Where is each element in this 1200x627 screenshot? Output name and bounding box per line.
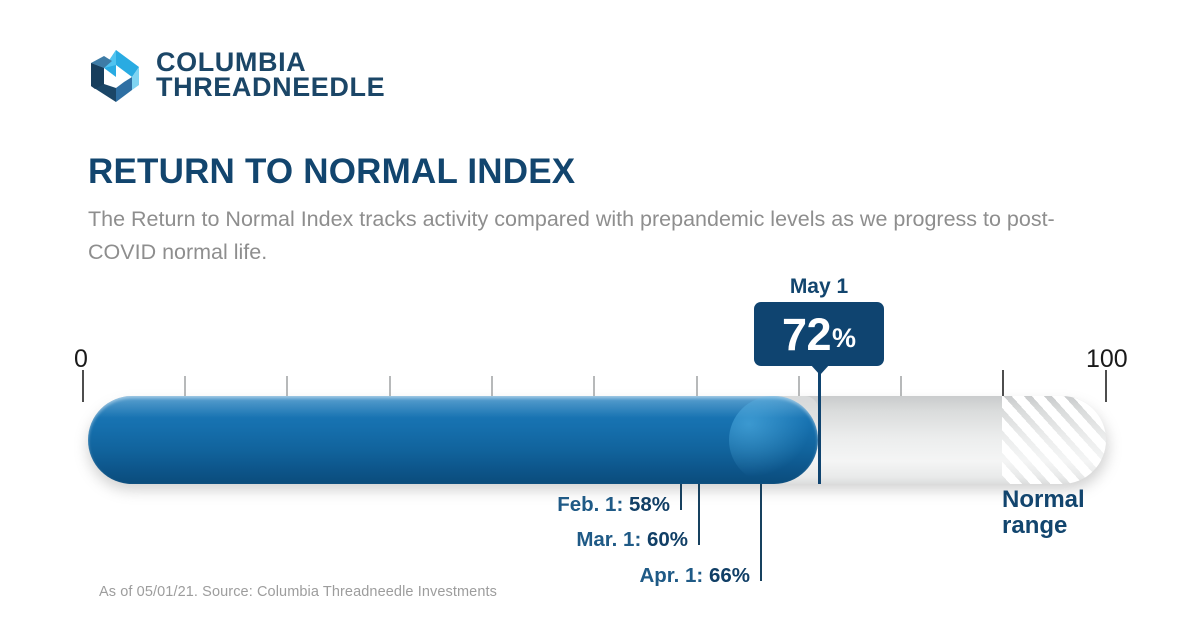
axis-max-label: 100 [1086,345,1128,373]
axis-min-label: 0 [74,345,88,373]
current-month-label: May 1 [789,275,849,298]
brand-logo: COLUMBIA THREADNEEDLE [86,46,385,104]
normal-range-label-line-1: Normal [1002,486,1085,513]
annotation-value-apr: 66% [708,564,750,587]
gauge-fill [88,396,819,484]
axis-tick-0 [82,370,84,402]
callout-connector-line [818,366,821,484]
normal-range-band [1002,396,1106,484]
columbia-threadneedle-logo-icon [86,46,144,104]
axis-tick-minor [286,376,288,400]
annotation-prefix-mar: Mar. 1: [576,528,647,551]
brand-name-line-1: COLUMBIA [156,47,307,78]
annotation-value-feb: 58% [628,493,670,516]
annotation-prefix-feb: Feb. 1: [557,493,629,516]
annotation-value-mar: 60% [646,528,688,551]
axis-tick-minor [593,376,595,400]
axis-tick-minor [696,376,698,400]
normal-range-label: Normal range [1002,487,1085,539]
axis-tick-normal-range-start [1002,370,1004,402]
annotation-label-feb: Feb. 1: 58% [405,493,670,517]
current-value-percent-sign: % [832,322,857,353]
annotation-label-mar: Mar. 1: 60% [423,528,688,552]
normal-range-label-line-2: range [1002,512,1068,539]
axis-tick-minor [798,376,800,400]
brand-wordmark: COLUMBIA THREADNEEDLE [156,47,386,102]
gauge-fill-gloss [88,396,818,418]
axis-tick-minor [900,376,902,400]
axis-tick-minor [389,376,391,400]
current-value: 72 [781,308,832,360]
annotation-prefix-apr: Apr. 1: [639,564,709,587]
axis-tick-minor [491,376,493,400]
current-value-badge: 72% [754,302,884,366]
axis-tick-minor [184,376,186,400]
annotation-label-apr: Apr. 1: 66% [485,564,750,588]
page-title: RETURN TO NORMAL INDEX [88,152,576,191]
brand-name-line-2: THREADNEEDLE [156,72,386,102]
source-note: As of 05/01/21. Source: Columbia Threadn… [99,584,497,600]
annotation-connector-apr [760,484,762,581]
axis-tick-100 [1105,370,1107,402]
page-subtitle: The Return to Normal Index tracks activi… [88,207,1055,264]
annotation-connector-mar [698,484,700,545]
annotation-connector-feb [680,484,682,510]
